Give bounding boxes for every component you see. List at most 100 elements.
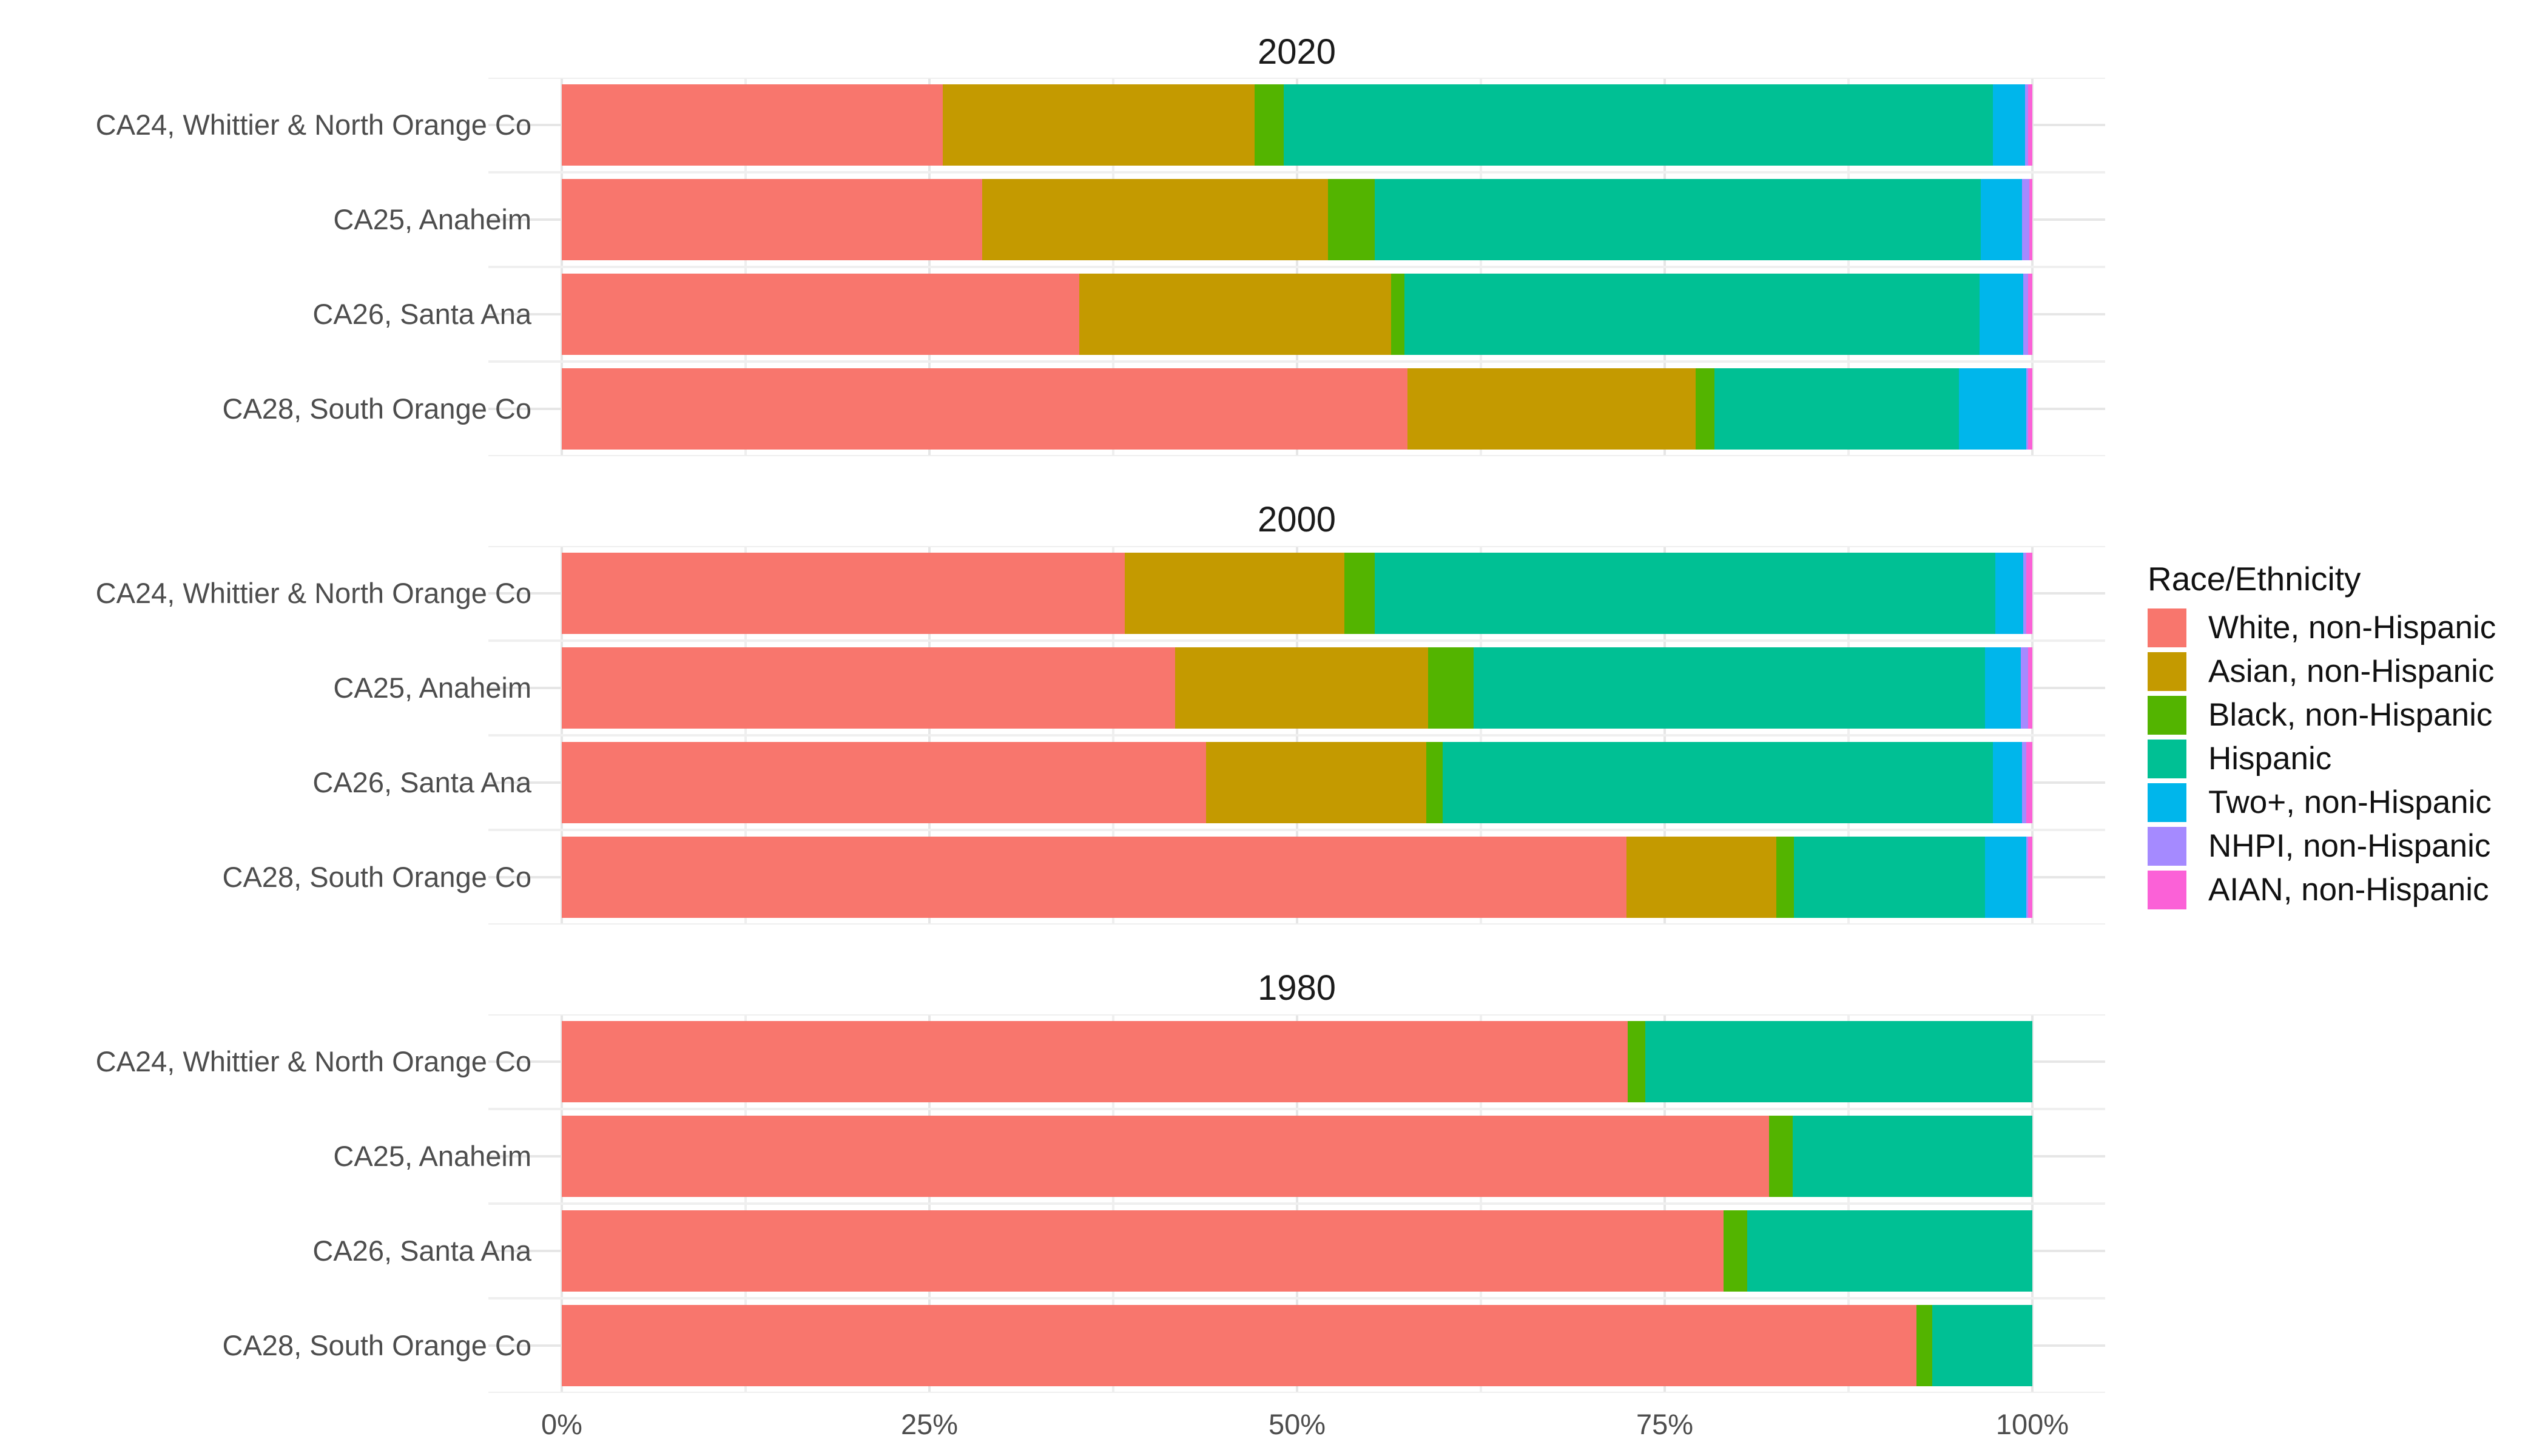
- bar-segment-hispanic: [1473, 647, 1986, 729]
- bar-segment-black: [1695, 368, 1715, 450]
- y-axis-label: CA28, South Orange Co: [222, 1329, 531, 1361]
- x-axis-tick-label: 100%: [1995, 1408, 2069, 1440]
- bar-segment-aian: [2027, 837, 2032, 918]
- bar-segment-two-: [1979, 274, 2024, 355]
- bar-segment-asian: [982, 179, 1328, 260]
- bar-segment-two-: [1981, 179, 2022, 260]
- bar-segment-white: [562, 1021, 1628, 1102]
- y-axis-label: CA26, Santa Ana: [312, 766, 531, 798]
- legend-label: NHPI, non-Hispanic: [2208, 828, 2491, 864]
- bar-segment-aian: [2027, 84, 2032, 166]
- bar-segment-nhpi: [2021, 179, 2030, 260]
- bar-ca26: [562, 1210, 2032, 1292]
- bar-segment-asian: [1175, 647, 1428, 729]
- bar-segment-nhpi: [2023, 274, 2028, 355]
- facet-panel-2000: [488, 546, 2105, 925]
- bar-segment-asian: [1079, 274, 1392, 355]
- legend-swatch: [2148, 871, 2186, 909]
- bar-segment-aian: [2026, 742, 2032, 823]
- bar-segment-aian: [2027, 274, 2032, 355]
- facet-title-2020: 2020: [1257, 32, 1336, 72]
- bar-segment-two-: [1992, 742, 2022, 823]
- facet-title-1980: 1980: [1257, 968, 1336, 1008]
- gridline-horizontal: [488, 171, 2105, 174]
- y-axis-label: CA24, Whittier & North Orange Co: [95, 1045, 531, 1077]
- bar-segment-two-: [1985, 837, 2027, 918]
- y-axis-label: CA24, Whittier & North Orange Co: [95, 109, 531, 141]
- gridline-horizontal: [488, 734, 2105, 736]
- bar-ca28: [562, 837, 2032, 918]
- gridline-horizontal: [488, 78, 2105, 79]
- legend-item: Two+, non-Hispanic: [2148, 781, 2524, 824]
- bar-segment-hispanic: [1375, 179, 1981, 260]
- legend-swatch: [2148, 827, 2186, 866]
- bar-segment-hispanic: [1792, 1116, 2032, 1197]
- bar-segment-black: [1344, 553, 1375, 634]
- facet-panel-1980: [488, 1014, 2105, 1393]
- bar-segment-black: [1776, 837, 1795, 918]
- legend-swatch: [2148, 740, 2186, 778]
- bar-segment-black: [1427, 647, 1474, 729]
- legend-title: Race/Ethnicity: [2148, 560, 2361, 598]
- bar-segment-white: [562, 1210, 1724, 1292]
- bar-ca28: [562, 368, 2032, 450]
- legend-item: NHPI, non-Hispanic: [2148, 824, 2524, 868]
- gridline-horizontal: [488, 639, 2105, 642]
- gridline-horizontal: [488, 455, 2105, 456]
- x-axis-tick-label: 0%: [541, 1408, 582, 1440]
- legend-label: Two+, non-Hispanic: [2208, 784, 2492, 820]
- bar-segment-hispanic: [1747, 1210, 2032, 1292]
- bar-segment-black: [1723, 1210, 1747, 1292]
- legend-label: Black, non-Hispanic: [2208, 697, 2493, 733]
- y-axis-label: CA25, Anaheim: [333, 672, 531, 704]
- bar-segment-hispanic: [1932, 1305, 2032, 1386]
- bar-segment-two-: [1958, 368, 2027, 450]
- bar-segment-white: [562, 368, 1407, 450]
- bar-segment-nhpi: [2024, 84, 2028, 166]
- legend-swatch: [2148, 652, 2186, 691]
- legend-item: Asian, non-Hispanic: [2148, 650, 2524, 693]
- bar-segment-nhpi: [2026, 368, 2028, 450]
- bar-segment-nhpi: [2023, 553, 2027, 634]
- facet-title-2000: 2000: [1257, 500, 1336, 539]
- bar-ca28: [562, 1305, 2032, 1386]
- bar-segment-white: [562, 647, 1175, 729]
- bar-segment-nhpi: [2020, 647, 2028, 729]
- legend-label: White, non-Hispanic: [2208, 610, 2496, 645]
- bar-segment-hispanic: [1645, 1021, 2032, 1102]
- legend-swatch: [2148, 608, 2186, 647]
- bar-segment-black: [1391, 274, 1404, 355]
- legend-item: Hispanic: [2148, 737, 2524, 781]
- bar-segment-hispanic: [1375, 553, 1996, 634]
- bar-segment-asian: [1626, 837, 1777, 918]
- bar-segment-hispanic: [1404, 274, 1980, 355]
- legend-label: AIAN, non-Hispanic: [2208, 872, 2489, 908]
- legend-item: White, non-Hispanic: [2148, 606, 2524, 650]
- x-axis-tick-label: 50%: [1268, 1408, 1326, 1440]
- bar-segment-black: [1254, 84, 1284, 166]
- bar-segment-black: [1916, 1305, 1933, 1386]
- bar-segment-aian: [2027, 368, 2032, 450]
- gridline-horizontal: [488, 1392, 2105, 1393]
- bar-segment-nhpi: [2026, 837, 2028, 918]
- gridline-horizontal: [488, 1297, 2105, 1299]
- bar-ca25: [562, 1116, 2032, 1197]
- gridline-horizontal: [488, 1014, 2105, 1016]
- gridline-horizontal: [488, 546, 2105, 547]
- bar-segment-aian: [2026, 553, 2032, 634]
- bar-segment-black: [1769, 1116, 1793, 1197]
- bar-ca26: [562, 274, 2032, 355]
- gridline-horizontal: [488, 1202, 2105, 1205]
- bar-segment-two-: [1995, 553, 2024, 634]
- bar-segment-two-: [1992, 84, 2025, 166]
- gridline-horizontal: [488, 923, 2105, 925]
- gridline-horizontal: [488, 1108, 2105, 1110]
- bar-segment-nhpi: [2021, 742, 2027, 823]
- bar-segment-hispanic: [1794, 837, 1986, 918]
- bar-segment-asian: [1407, 368, 1696, 450]
- bar-segment-black: [1628, 1021, 1646, 1102]
- bar-segment-black: [1426, 742, 1443, 823]
- bar-segment-hispanic: [1442, 742, 1993, 823]
- bar-segment-white: [562, 553, 1125, 634]
